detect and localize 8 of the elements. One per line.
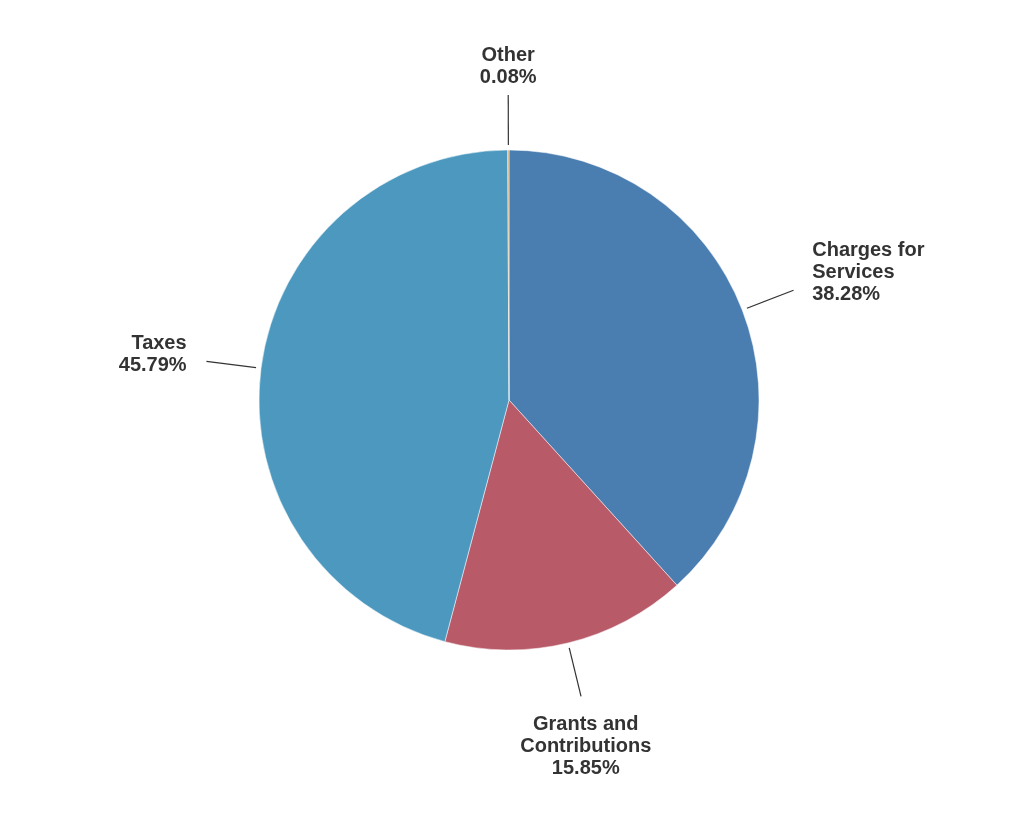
- data-label: 15.85%: [551, 756, 620, 779]
- slice-label: Taxes: [131, 331, 187, 354]
- slice-label: Other: [481, 43, 536, 65]
- slice-label: Grants and Contributions: [520, 712, 652, 757]
- slice-label: Charges for Services: [812, 238, 925, 283]
- data-label: 38.28%: [812, 282, 881, 305]
- data-label: 0.08%: [479, 65, 537, 87]
- data-label: 45.79%: [118, 353, 187, 376]
